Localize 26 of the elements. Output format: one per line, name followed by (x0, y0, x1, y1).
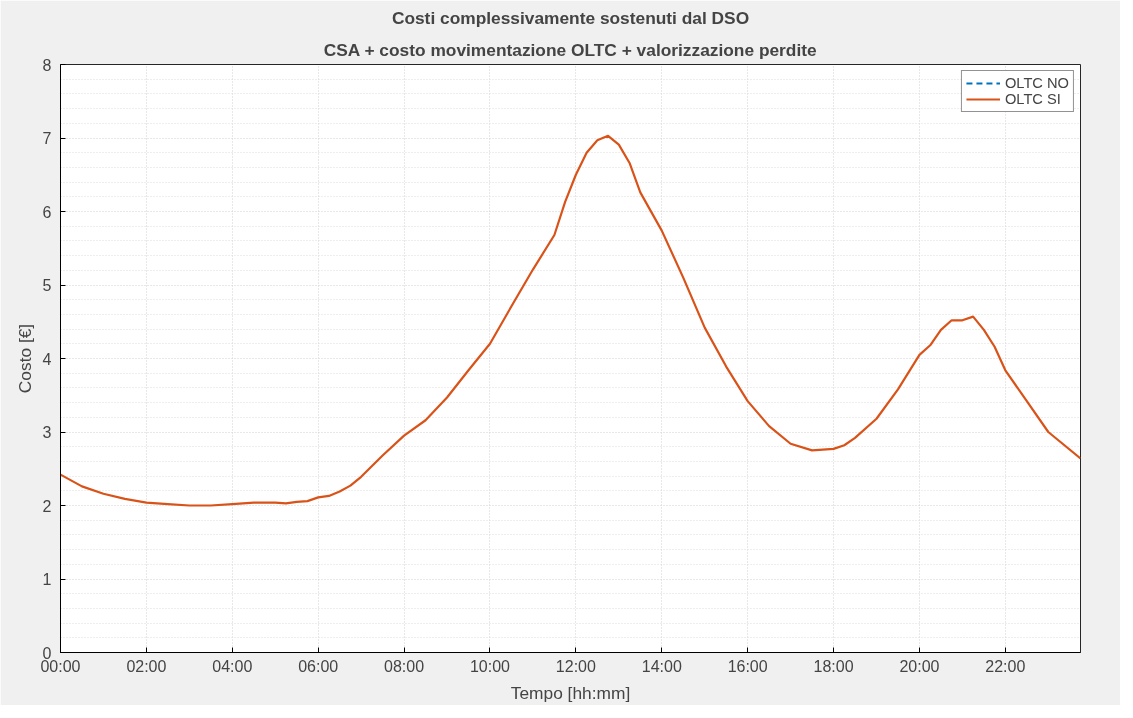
x-tick-label: 20:00 (899, 657, 940, 675)
legend-label: OLTC NO (1004, 75, 1069, 91)
x-tick-label: 22:00 (985, 657, 1026, 675)
x-tick-label: 04:00 (212, 657, 253, 675)
y-tick-label: 8 (42, 56, 52, 74)
chart-title: Costi complessivamente sostenuti dal DSO (391, 7, 750, 28)
y-tick-label: 1 (42, 571, 52, 588)
y-axis-title: Costo [€] (14, 323, 35, 394)
y-tick-label: 3 (42, 424, 52, 441)
x-tick-label: 14:00 (641, 657, 682, 675)
x-axis-title: Tempo [hh:mm] (510, 682, 631, 703)
x-tick-label: 06:00 (298, 657, 339, 675)
x-tick-label: 02:00 (126, 657, 167, 675)
y-tick-label: 4 (42, 350, 52, 368)
y-tick-label: 5 (42, 277, 52, 294)
legend-label: OLTC SI (1004, 91, 1061, 107)
y-tick-label: 2 (42, 497, 52, 515)
y-tick-label: 7 (42, 130, 52, 147)
x-tick-label: 16:00 (727, 657, 768, 675)
x-tick-label: 08:00 (384, 657, 425, 675)
y-tick-label: 6 (42, 203, 52, 221)
x-tick-label: 18:00 (813, 657, 854, 675)
line-series (60, 134, 1081, 507)
x-tick-label: 12:00 (555, 657, 596, 675)
chart-subtitle: CSA + costo movimentazione OLTC + valorizzazione perdite (323, 39, 818, 60)
x-tick-label: 10:00 (469, 657, 511, 675)
